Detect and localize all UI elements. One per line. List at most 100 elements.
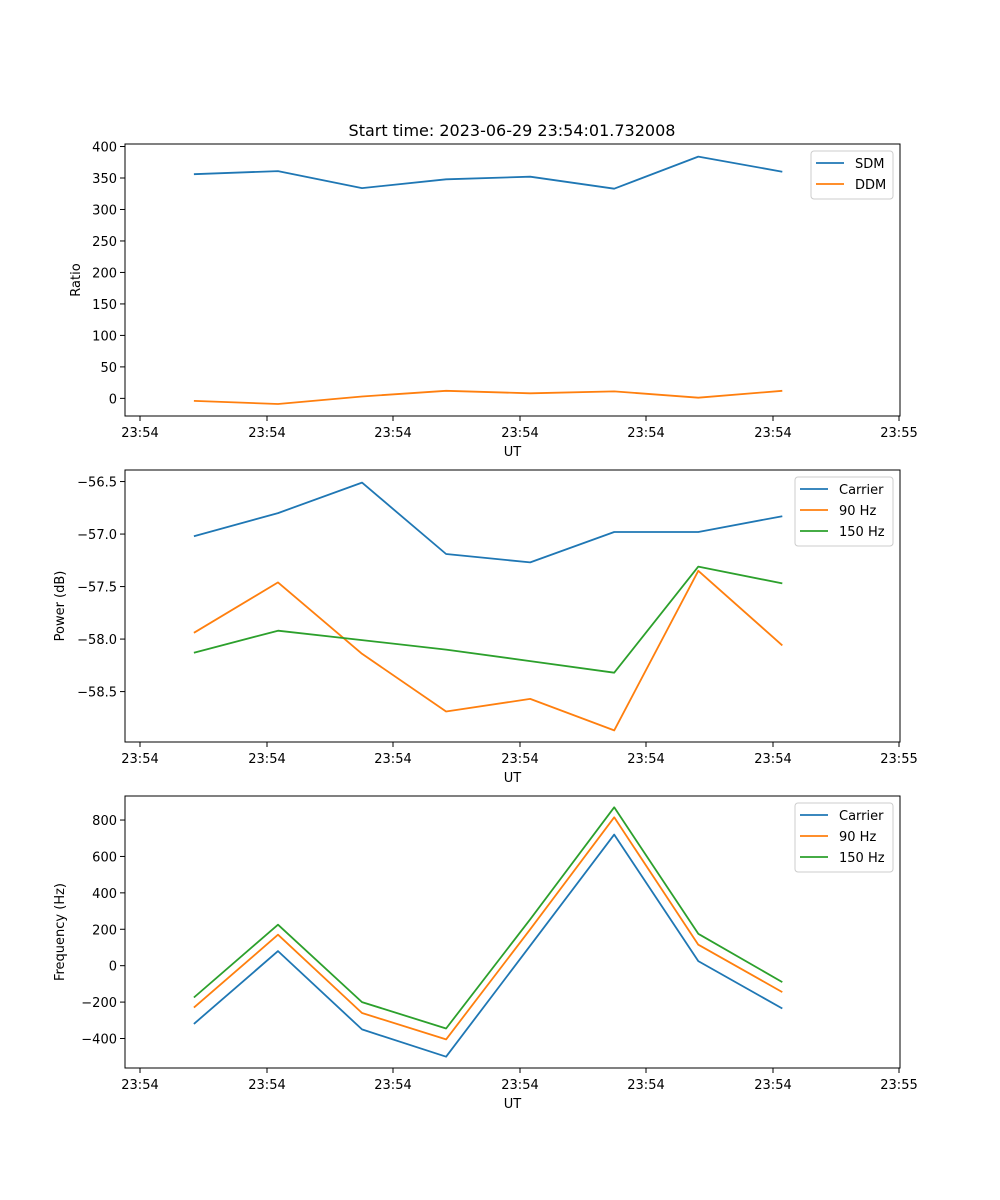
x-tick-label: 23:54: [248, 426, 285, 441]
y-tick-label: −57.0: [77, 528, 117, 543]
x-tick-label: 23:55: [880, 752, 917, 767]
data-point: [781, 1007, 783, 1009]
data-point: [613, 834, 615, 836]
legend-label: 90 Hz: [839, 830, 876, 845]
y-tick-label: −56.5: [77, 476, 117, 491]
data-point: [697, 531, 699, 533]
x-tick-label: 23:54: [627, 1078, 664, 1093]
data-point: [613, 188, 615, 190]
data-point: [697, 960, 699, 962]
y-tick-label: 0: [109, 392, 117, 407]
data-point: [529, 176, 531, 178]
x-tick-label: 23:54: [374, 752, 411, 767]
data-point: [697, 156, 699, 158]
data-point: [193, 1007, 195, 1009]
y-tick-label: −400: [81, 1033, 117, 1048]
data-point: [445, 390, 447, 392]
data-point: [277, 950, 279, 952]
y-tick-label: 200: [92, 923, 117, 938]
data-point: [193, 997, 195, 999]
data-point: [445, 178, 447, 180]
data-point: [697, 570, 699, 572]
data-point: [445, 711, 447, 713]
series-line-ddm: [193, 389, 783, 405]
legend-label: DDM: [855, 178, 886, 193]
legend: Carrier 90 Hz 150 Hz: [794, 802, 894, 873]
power-panel: 23:54 23:54 23:54 23:54 23:54 23:54 23:55 UT −58…: [53, 469, 918, 786]
data-point: [613, 729, 615, 731]
legend-label: Carrier: [839, 809, 884, 824]
data-point: [529, 918, 531, 920]
figure-title: Start time: 2023-06-29 23:54:01.732008: [349, 121, 676, 140]
series-line-150-hz: [193, 565, 783, 674]
data-point: [277, 170, 279, 172]
legend-label: 150 Hz: [839, 525, 885, 540]
data-point: [781, 390, 783, 392]
data-point: [277, 403, 279, 405]
data-point: [613, 806, 615, 808]
x-tick-label: 23:54: [374, 426, 411, 441]
y-tick-label: −200: [81, 996, 117, 1011]
legend-label: 150 Hz: [839, 851, 885, 866]
data-point: [697, 566, 699, 568]
data-point: [529, 698, 531, 700]
legend: SDM DDM: [810, 150, 894, 200]
y-tick-label: 400: [92, 141, 117, 156]
legend-label: SDM: [855, 157, 884, 172]
y-tick-label: −58.5: [77, 686, 117, 701]
data-point: [781, 582, 783, 584]
data-point: [781, 981, 783, 983]
data-point: [445, 1027, 447, 1029]
legend: Carrier 90 Hz 150 Hz: [794, 476, 894, 547]
data-point: [781, 515, 783, 517]
y-axis-label: Ratio: [69, 263, 84, 296]
x-tick-label: 23:54: [501, 752, 538, 767]
data-point: [445, 553, 447, 555]
x-tick-label: 23:54: [248, 752, 285, 767]
data-point: [361, 653, 363, 655]
data-point: [781, 644, 783, 646]
legend-box: [794, 476, 894, 547]
series-line-90-hz: [193, 569, 783, 732]
data-point: [361, 1028, 363, 1030]
y-axis-label: Power (dB): [53, 571, 68, 642]
x-tick-label: 23:54: [627, 426, 664, 441]
legend-label: Carrier: [839, 483, 884, 498]
data-point: [361, 639, 363, 641]
x-tick-label: 23:54: [248, 1078, 285, 1093]
data-point: [277, 512, 279, 514]
data-point: [445, 1056, 447, 1058]
y-tick-label: 200: [92, 266, 117, 281]
y-axis-label: Frequency (Hz): [53, 883, 68, 981]
x-tick-label: 23:54: [374, 1078, 411, 1093]
y-tick-label: 100: [92, 329, 117, 344]
data-point: [277, 934, 279, 936]
data-point: [697, 933, 699, 935]
series-line-carrier: [193, 481, 783, 564]
x-tick-label: 23:54: [501, 426, 538, 441]
data-point: [361, 1012, 363, 1014]
data-point: [697, 397, 699, 399]
data-point: [529, 945, 531, 947]
data-point: [529, 928, 531, 930]
data-point: [193, 1023, 195, 1025]
data-point: [613, 531, 615, 533]
y-tick-label: 350: [92, 172, 117, 187]
data-point: [781, 171, 783, 173]
plot-frame: [124, 795, 901, 1069]
series-line-carrier: [193, 833, 783, 1058]
data-point: [613, 672, 615, 674]
data-point: [529, 660, 531, 662]
data-point: [277, 630, 279, 632]
data-point: [361, 1001, 363, 1003]
x-tick-label: 23:54: [121, 1078, 158, 1093]
x-tick-label: 23:54: [627, 752, 664, 767]
series-line-sdm: [193, 155, 783, 190]
data-point: [193, 535, 195, 537]
data-point: [781, 991, 783, 993]
data-point: [277, 581, 279, 583]
frequency-panel: 23:54 23:54 23:54 23:54 23:54 23:54 23:55 UT −40…: [53, 795, 918, 1112]
legend-box: [794, 802, 894, 873]
y-tick-label: 0: [109, 960, 117, 975]
